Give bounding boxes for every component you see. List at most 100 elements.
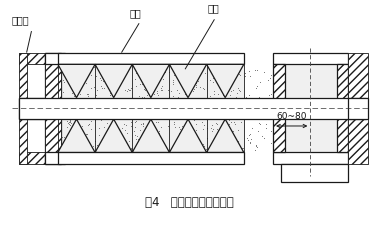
Point	[73, 97, 79, 101]
Point	[85, 99, 91, 103]
Point	[56, 59, 62, 63]
Point	[97, 149, 103, 152]
Point	[218, 108, 224, 112]
Point	[233, 102, 239, 106]
Point	[101, 140, 107, 144]
Point	[234, 57, 240, 61]
Point	[160, 158, 166, 161]
Point	[322, 88, 328, 91]
Point	[204, 137, 210, 140]
Point	[203, 153, 209, 157]
Point	[158, 60, 164, 64]
Polygon shape	[207, 64, 244, 98]
Polygon shape	[132, 119, 169, 153]
Point	[59, 55, 65, 59]
Point	[207, 78, 213, 82]
Point	[119, 160, 125, 164]
Point	[215, 114, 222, 118]
Point	[237, 90, 243, 93]
Point	[135, 153, 141, 157]
Point	[160, 156, 166, 160]
Point	[312, 82, 318, 86]
Point	[322, 80, 328, 84]
Point	[226, 123, 232, 126]
Point	[208, 127, 214, 130]
Point	[308, 66, 314, 69]
Point	[196, 72, 202, 76]
Point	[123, 153, 129, 156]
Point	[159, 85, 165, 88]
Point	[93, 153, 99, 157]
Point	[65, 143, 71, 146]
Point	[133, 158, 139, 162]
Point	[253, 116, 259, 120]
Point	[108, 74, 114, 77]
Point	[261, 113, 267, 117]
Point	[86, 56, 92, 60]
Point	[99, 54, 105, 58]
Point	[232, 145, 239, 149]
Point	[63, 138, 69, 142]
Point	[98, 55, 104, 59]
Point	[157, 141, 163, 144]
Point	[90, 160, 96, 163]
Point	[133, 158, 139, 162]
Point	[172, 155, 178, 158]
Point	[230, 54, 236, 58]
Point	[147, 152, 153, 156]
Point	[125, 87, 132, 91]
Point	[174, 154, 180, 158]
Point	[163, 153, 169, 157]
Point	[201, 56, 207, 60]
Point	[138, 161, 144, 165]
Point	[204, 53, 211, 56]
Point	[290, 84, 296, 88]
Point	[98, 78, 104, 82]
Point	[313, 78, 319, 81]
Point	[61, 135, 67, 138]
Point	[200, 86, 206, 90]
Point	[66, 61, 72, 65]
Point	[88, 86, 94, 90]
Point	[171, 73, 177, 77]
Point	[110, 102, 116, 105]
Point	[217, 60, 223, 64]
Point	[161, 156, 167, 160]
Point	[107, 125, 113, 129]
Point	[183, 88, 189, 92]
Point	[138, 52, 144, 56]
Point	[224, 140, 230, 143]
Point	[219, 54, 225, 58]
Point	[223, 58, 229, 62]
Point	[170, 120, 177, 124]
Point	[110, 85, 116, 89]
Point	[194, 154, 200, 157]
Point	[96, 161, 102, 165]
Point	[213, 121, 219, 124]
Point	[66, 56, 72, 60]
Point	[168, 66, 174, 70]
Point	[307, 73, 313, 77]
Point	[132, 158, 138, 162]
Point	[161, 58, 167, 62]
Point	[112, 61, 118, 65]
Point	[247, 132, 253, 136]
Point	[127, 88, 133, 92]
Point	[181, 112, 187, 116]
Point	[94, 152, 100, 155]
Point	[135, 55, 141, 59]
Point	[322, 75, 328, 79]
Point	[88, 61, 94, 64]
Point	[256, 129, 262, 133]
Point	[122, 54, 128, 58]
Point	[301, 92, 307, 96]
Point	[151, 139, 157, 143]
Point	[68, 157, 74, 160]
Point	[155, 112, 161, 116]
Point	[127, 156, 133, 160]
Point	[296, 78, 302, 81]
Point	[284, 65, 290, 69]
Point	[183, 54, 189, 58]
Point	[267, 99, 273, 102]
Point	[184, 148, 191, 152]
